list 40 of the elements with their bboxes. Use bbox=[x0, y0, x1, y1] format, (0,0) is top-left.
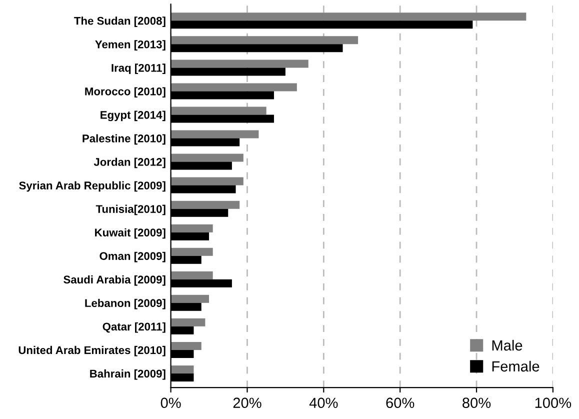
bar bbox=[170, 248, 213, 256]
bar bbox=[170, 224, 213, 232]
legend-label: Male bbox=[492, 340, 522, 351]
x-tick-label: 60% bbox=[386, 398, 414, 408]
bar bbox=[170, 342, 202, 350]
y-tick-label: Iraq [2011] bbox=[112, 64, 166, 74]
x-tick-label: 0% bbox=[160, 398, 181, 408]
y-tick-label: United Arab Emirates [2010] bbox=[18, 346, 166, 356]
bar bbox=[170, 365, 194, 374]
bar bbox=[170, 60, 308, 68]
y-tick-label: Oman [2009] bbox=[100, 252, 166, 262]
y-tick-label: Qatar [2011] bbox=[102, 322, 166, 333]
bar bbox=[170, 106, 266, 115]
bar bbox=[170, 271, 213, 280]
bar bbox=[170, 200, 240, 209]
bar bbox=[170, 130, 259, 138]
y-tick-label: Bahrain [2009] bbox=[90, 369, 166, 380]
x-tick-label: 40% bbox=[309, 398, 338, 408]
bar bbox=[170, 12, 526, 21]
y-tick-label: Jordan [2012] bbox=[94, 158, 166, 168]
y-tick-label: Kuwait [2009] bbox=[95, 228, 166, 239]
y-tick-label: Syrian Arab Republic [2009] bbox=[19, 181, 166, 192]
bar bbox=[170, 318, 206, 326]
bar bbox=[170, 36, 358, 44]
y-tick-label: Lebanon [2009] bbox=[85, 298, 166, 310]
legend-label: Female bbox=[492, 360, 540, 372]
bar bbox=[170, 177, 244, 186]
bar bbox=[170, 294, 210, 303]
y-tick-label: Palestine [2010] bbox=[82, 134, 166, 145]
x-tick-label: 100% bbox=[535, 398, 572, 408]
x-tick-label: 80% bbox=[462, 398, 491, 408]
y-tick-label: The Sudan [2008] bbox=[74, 16, 166, 27]
y-tick-label: Tunisia[2010] bbox=[96, 204, 166, 216]
y-tick-label: Yemen [2013] bbox=[95, 40, 166, 51]
x-tick-label: 20% bbox=[233, 398, 262, 408]
bar bbox=[170, 154, 244, 162]
y-tick-label: Egypt [2014] bbox=[100, 110, 166, 122]
y-tick-label: Saudi Arabia [2009] bbox=[64, 275, 166, 286]
bar bbox=[170, 83, 297, 92]
y-tick-label: Morocco [2010] bbox=[85, 87, 166, 98]
